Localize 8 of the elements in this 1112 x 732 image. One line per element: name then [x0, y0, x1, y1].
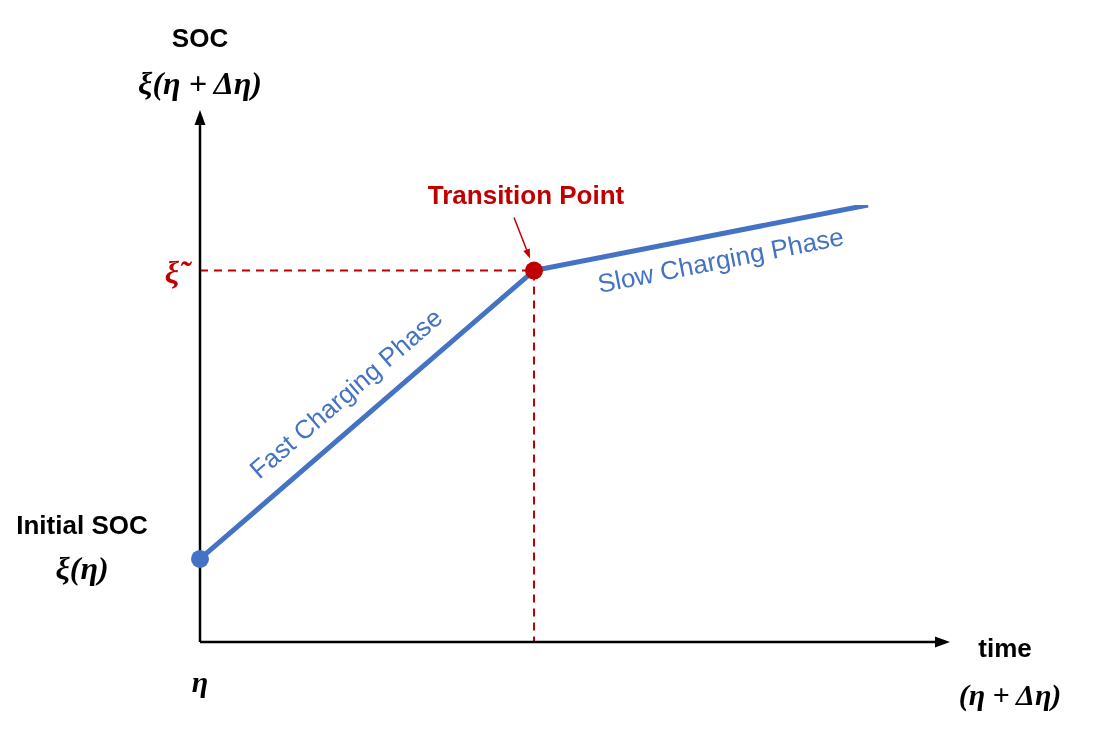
- y-axis-title: SOC ξ(η + Δη): [138, 23, 262, 102]
- text: time: [978, 633, 1032, 664]
- annotation: Transition Point: [427, 179, 625, 210]
- text: η: [191, 664, 209, 698]
- annotation: Slow Charging Phase: [595, 221, 847, 299]
- text: (η + Δη): [958, 677, 1062, 712]
- ref-line-label: ξ̃: [164, 253, 193, 290]
- text: Initial SOC ξ(η): [16, 510, 148, 587]
